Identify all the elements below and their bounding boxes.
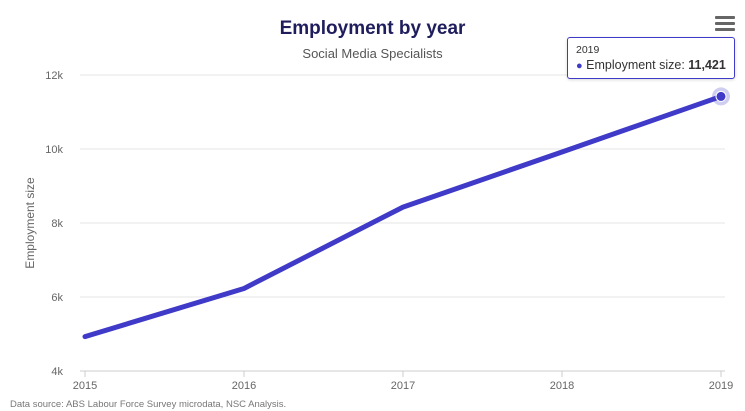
chart-title: Employment by year (279, 18, 466, 39)
x-tick-label: 2016 (232, 380, 256, 392)
x-tick-label: 2017 (391, 380, 415, 392)
data-point (560, 149, 565, 154)
tooltip-bullet-icon: ● (576, 60, 583, 72)
y-tick-label: 8k (51, 218, 63, 230)
series-line-employment-size (82, 93, 724, 340)
chart-subtitle: Social Media Specialists (302, 46, 443, 61)
y-axis-title: Employment size (23, 177, 37, 269)
y-tick-label: 10k (45, 144, 63, 156)
y-tick-label: 12k (45, 70, 63, 82)
x-tick-label: 2019 (709, 380, 733, 392)
y-tick-label: 6k (51, 292, 63, 304)
tooltip-row: ● Employment size: 11,421 (576, 57, 726, 74)
x-tick-label: 2015 (73, 380, 97, 392)
tooltip-series-label: Employment size: (586, 58, 689, 72)
tooltip-header: 2019 (576, 44, 600, 56)
data-point (715, 90, 727, 102)
x-tick-label: 2018 (550, 380, 574, 392)
tooltip-value: 11,421 (688, 58, 726, 72)
hamburger-menu-icon[interactable] (715, 16, 735, 34)
data-source-note: Data source: ABS Labour Force Survey mic… (10, 399, 287, 410)
chart-tooltip: 2019 ● Employment size: 11,421 (567, 37, 735, 79)
y-tick-label: 4k (51, 366, 63, 378)
data-point (401, 205, 406, 210)
data-point (83, 334, 88, 339)
data-point (242, 286, 247, 291)
